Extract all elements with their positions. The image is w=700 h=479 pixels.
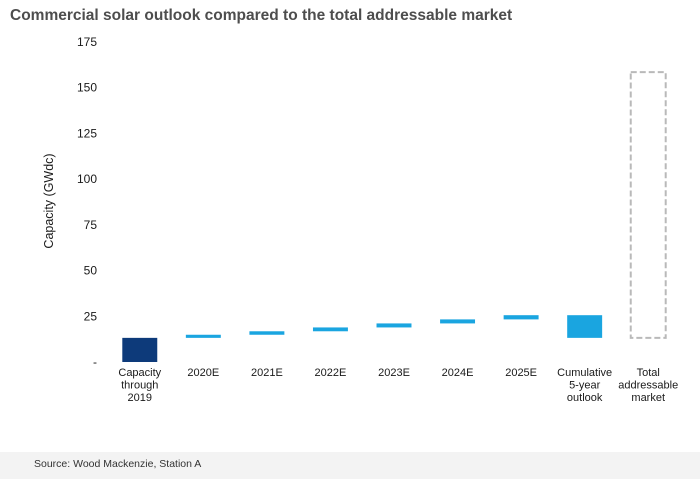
bar bbox=[440, 319, 476, 324]
x-tick-label: 2024E bbox=[442, 367, 474, 379]
x-tick-label: 5-year bbox=[569, 380, 601, 392]
bars bbox=[122, 71, 667, 362]
x-tick-label: 2025E bbox=[505, 367, 537, 379]
x-tick-label: 2021E bbox=[251, 367, 283, 379]
bar bbox=[312, 327, 348, 332]
x-tick-label: market bbox=[631, 392, 665, 404]
source-note: Source: Wood Mackenzie, Station A bbox=[34, 458, 202, 470]
y-tick-label: 175 bbox=[77, 35, 97, 49]
bar bbox=[185, 334, 221, 338]
chart-title: Commercial solar outlook compared to the… bbox=[10, 7, 513, 24]
footer: Source: Wood Mackenzie, Station A bbox=[0, 452, 700, 479]
x-tick-label: addressable bbox=[618, 380, 678, 392]
bar bbox=[629, 71, 667, 339]
chart: - 25 50 75 100 125 150 175 Capacity (GWdc) Capa… bbox=[42, 35, 678, 404]
x-tick-label: Capacity bbox=[118, 367, 161, 379]
x-tick-label: 2022E bbox=[315, 367, 347, 379]
bar bbox=[122, 337, 158, 362]
x-tick-label: 2020E bbox=[187, 367, 219, 379]
y-tick-label: - bbox=[93, 355, 97, 369]
y-tick-label: 125 bbox=[77, 126, 97, 140]
y-axis-label: Capacity (GWdc) bbox=[42, 153, 56, 248]
x-tick-label: outlook bbox=[567, 392, 603, 404]
y-tick-label: 150 bbox=[77, 81, 97, 95]
y-axis: - 25 50 75 100 125 150 175 bbox=[77, 35, 97, 369]
y-tick-label: 50 bbox=[84, 264, 98, 278]
y-tick-label: 100 bbox=[77, 172, 97, 186]
x-tick-label: Total bbox=[637, 367, 660, 379]
y-tick-label: 75 bbox=[84, 218, 98, 232]
x-tick-label: through bbox=[121, 380, 158, 392]
x-tick-label: 2023E bbox=[378, 367, 410, 379]
y-tick-label: 25 bbox=[84, 309, 98, 323]
bar bbox=[567, 315, 603, 338]
x-tick-label: 2019 bbox=[128, 392, 152, 404]
x-tick-label: Cumulative bbox=[557, 367, 612, 379]
bar bbox=[376, 323, 412, 328]
bar bbox=[249, 331, 285, 335]
bar bbox=[503, 315, 539, 320]
